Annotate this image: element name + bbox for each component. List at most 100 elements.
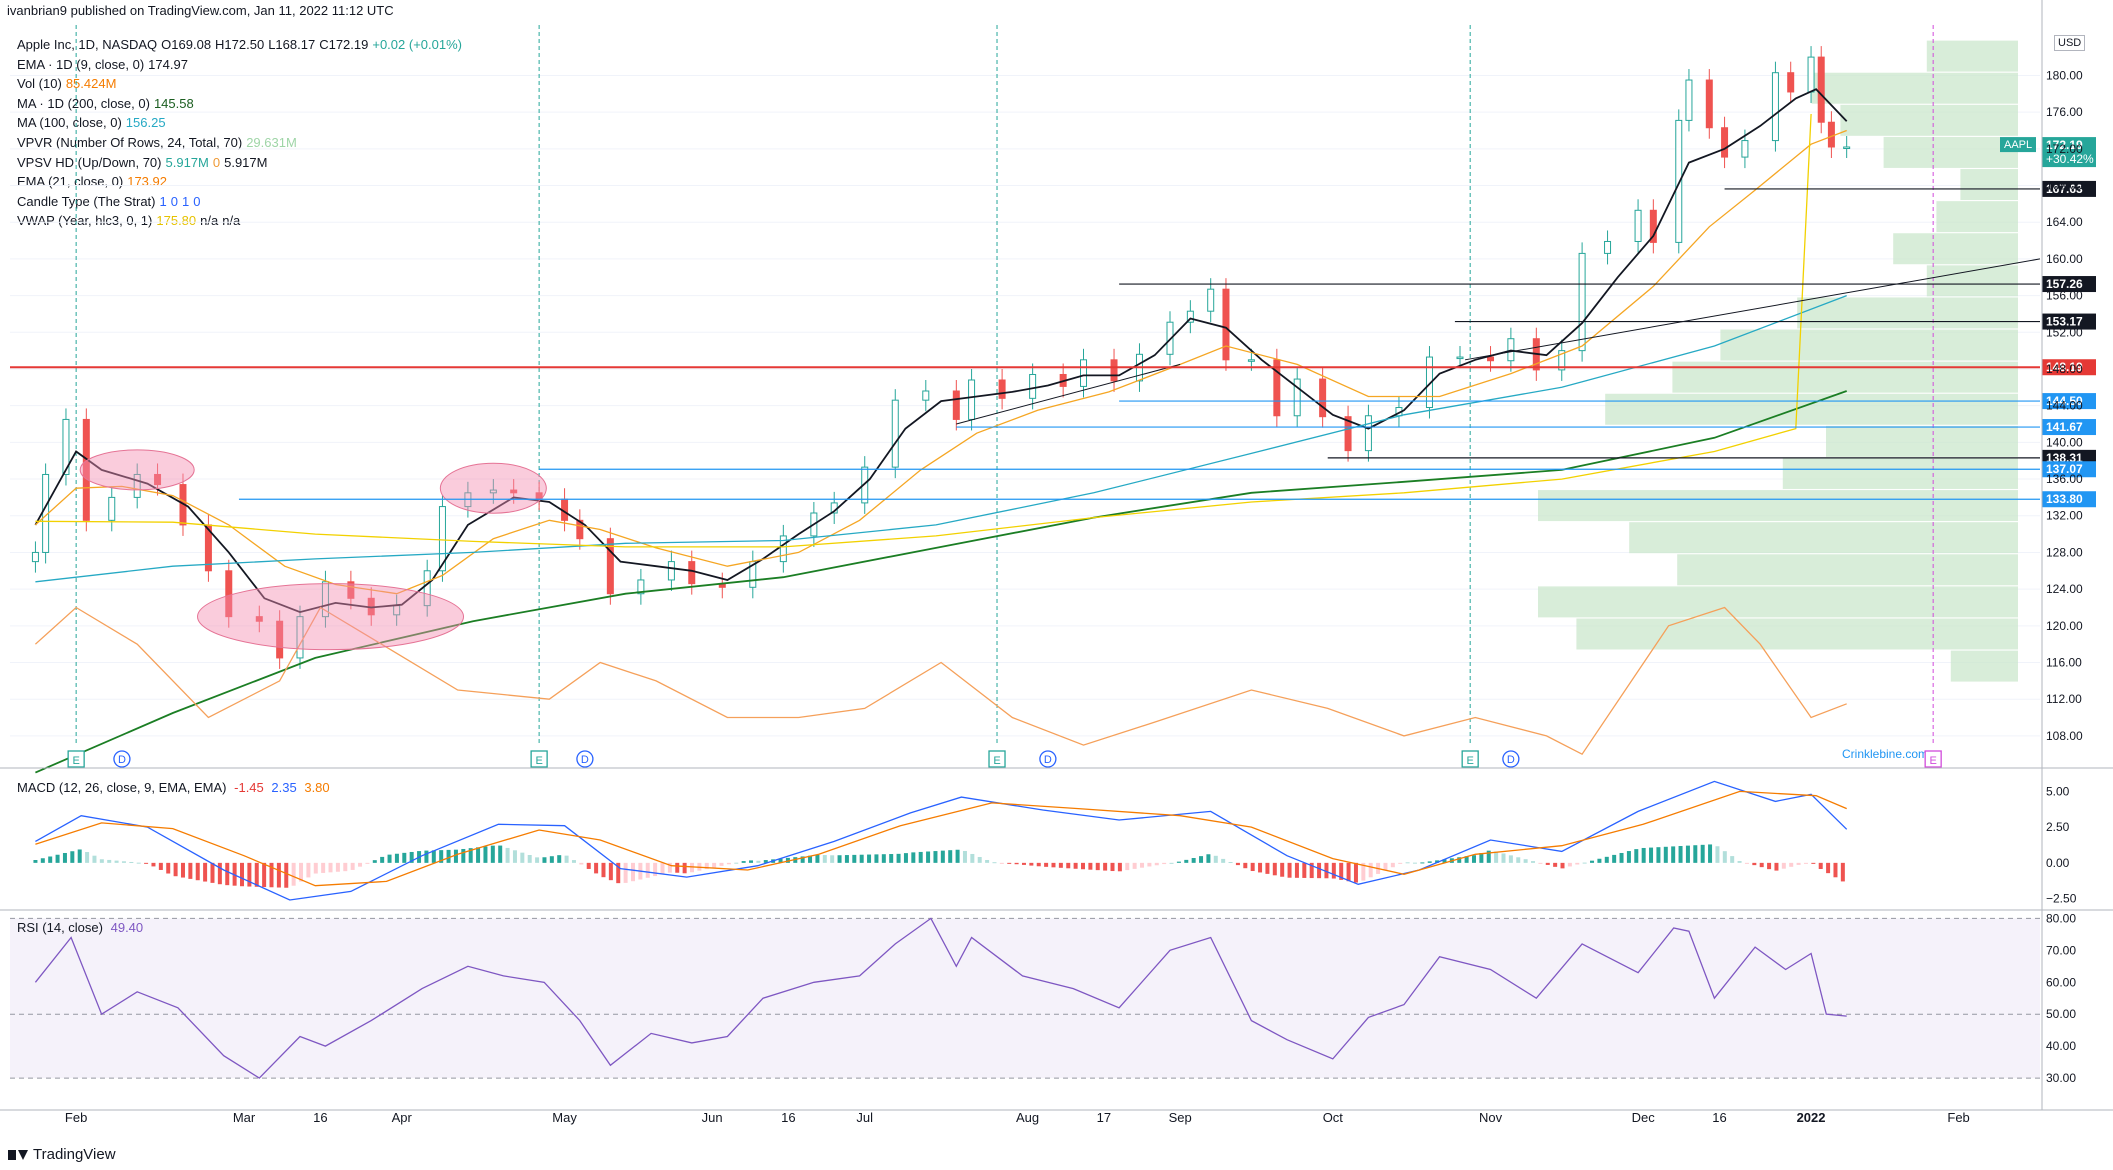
candle-body [1186,310,1194,323]
macd-histogram-bar [247,862,252,887]
macd-y-tick-label: 2.50 [2046,820,2070,834]
macd-histogram-bar [889,854,894,863]
macd-histogram-bar [837,855,842,863]
earnings-marker-icon[interactable]: E [530,750,548,768]
macd-histogram-bar [99,859,104,863]
macd-histogram-bar [1575,862,1580,865]
y-tick-label: 176.00 [2046,105,2083,119]
trend-line [956,363,1181,425]
macd-histogram-bar [1560,862,1565,869]
macd-histogram-bar [299,862,304,882]
x-tick-label: 2022 [1797,1110,1826,1125]
legend-row-vpvr[interactable]: VPVR (Number Of Rows, 24, Total, 70) 29.6… [17,134,297,150]
svg-text:E: E [1467,755,1474,767]
macd-histogram-bar [1346,862,1351,882]
macd-histogram-bar [1398,862,1403,864]
macd-histogram-bar [1634,849,1639,863]
x-tick-label: Jun [702,1110,723,1125]
macd-histogram-bar [1538,862,1543,864]
macd-histogram-bar [188,862,193,879]
macd-histogram-bar [92,855,97,863]
macd-histogram-bar [254,862,259,887]
macd-histogram-bar [1368,862,1373,878]
tradingview-footer: TradingView [8,1146,116,1163]
macd-histogram-bar [1339,862,1344,880]
y-tick-label: 140.00 [2046,435,2083,449]
macd-histogram-bar [874,854,879,863]
rsi-y-tick-label: 40.00 [2046,1039,2076,1053]
macd-histogram-bar [1567,862,1572,867]
x-tick-label: Oct [1323,1110,1344,1125]
candle-body [510,489,518,494]
publisher-caption: ivanbrian9 published on TradingView.com,… [7,3,394,18]
legend-row-volume[interactable]: Vol (10) 85.424M [17,76,117,92]
macd-histogram-bar [195,862,200,881]
macd-histogram-bar [1708,844,1713,863]
macd-histogram-bar [1833,862,1838,878]
macd-histogram-bar [962,850,967,863]
macd-histogram-bar [1737,861,1742,863]
indicator-legend: Apple Inc, 1D, NASDAQ O169.08 H172.50 L168.… [17,35,462,231]
volume-profile-bar [1960,169,2018,201]
volume-profile-bar [1720,329,2018,361]
macd-histogram-bar [291,862,296,886]
rsi-y-tick-label: 50.00 [2046,1007,2076,1021]
price-change: +0.02 (+0.01%) [372,37,462,52]
dividend-marker-icon[interactable]: D [1502,750,1520,768]
macd-histogram-bar [1058,862,1063,868]
macd-histogram-bar [306,862,311,878]
earnings-marker-icon[interactable]: E [988,750,1006,768]
y-tick-label: 136.00 [2046,472,2083,486]
earnings-marker-icon[interactable]: E [67,750,85,768]
candle-body [1578,252,1586,352]
macd-histogram-bar [1044,862,1049,867]
macd-histogram-bar [1486,850,1491,863]
macd-histogram-bar [1435,860,1440,863]
legend-row-ma200[interactable]: MA · 1D (200, close, 0) 145.58 [17,95,194,111]
macd-histogram-bar [33,860,38,863]
ohlc-close: C172.19 [319,37,369,52]
legend-row-ema9[interactable]: EMA · 1D (9, close, 0) 174.97 [17,56,188,72]
legend-row-ma100[interactable]: MA (100, close, 0) 156.25 [17,115,166,131]
macd-histogram-bar [70,851,75,863]
macd-histogram-bar [667,862,672,873]
macd-histogram-bar [490,845,495,863]
legend-row-vpsv[interactable]: VPSV HD (Up/Down, 70) 5.917M 0 5.917M [17,154,268,170]
macd-histogram-bar [1110,862,1115,872]
currency-label[interactable]: USD [2054,35,2086,51]
macd-histogram-bar [535,857,540,863]
macd-histogram-bar [1767,862,1772,870]
macd-histogram-bar [557,855,562,863]
macd-histogram-bar [800,856,805,863]
rsi-band-fill [10,918,2040,1079]
earnings-marker-icon[interactable]: E [1924,750,1942,768]
macd-histogram-bar [1523,859,1528,863]
macd-histogram-bar [608,862,613,881]
macd-histogram-bar [1162,862,1167,865]
macd-histogram-bar [867,854,872,863]
rsi-value: 49.40 [110,920,144,935]
rsi-title[interactable]: RSI (14, close) 49.40 [17,920,144,935]
dividend-marker-icon[interactable]: D [113,750,131,768]
macd-histogram-bar [948,850,953,863]
legend-row-symbol[interactable]: Apple Inc, 1D, NASDAQ O169.08 H172.50 L168.… [17,37,462,52]
macd-histogram-bar [1744,862,1749,864]
macd-histogram-bar [520,852,525,863]
dividend-marker-icon[interactable]: D [576,750,594,768]
dividend-marker-icon[interactable]: D [1039,750,1057,768]
macd-histogram-bar [380,856,385,863]
macd-histogram-bar [240,862,244,887]
series-line-ema-9 [34,88,1848,614]
x-tick-label: Apr [392,1110,413,1125]
legend-row-vwap[interactable]: VWAP (Year, hlc3, 0, 1) 175.80 n/a n/a [17,213,241,229]
macd-histogram-bar [409,851,414,863]
volume-profile-bar [1950,650,2018,682]
legend-row-candle-type[interactable]: Candle Type (The Strat) 1 0 1 0 [17,193,201,209]
macd-histogram-bar [77,849,82,863]
macd-histogram-bar [217,862,222,885]
macd-title[interactable]: MACD (12, 26, close, 9, EMA, EMA) -1.45 … [17,780,330,795]
macd-histogram-bar [129,861,134,863]
earnings-marker-icon[interactable]: E [1461,750,1479,768]
macd-histogram-bar [763,860,768,863]
